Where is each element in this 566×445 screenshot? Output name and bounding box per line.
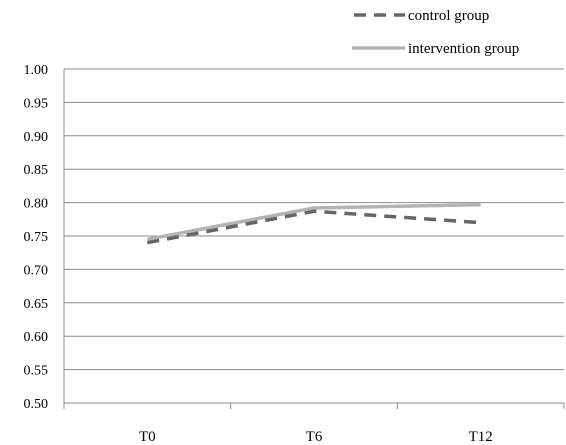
series-line-intervention [147,202,481,242]
legend-item-intervention: intervention group [352,41,519,57]
legend: control group intervention group [352,8,519,57]
series-lines [147,202,481,245]
y-tick-label: 0.70 [24,263,49,278]
legend-label-intervention: intervention group [408,41,519,57]
gridlines [64,68,564,404]
x-axis-tick-labels: T0 T6 T12 [139,429,493,445]
x-tick-label: T12 [469,429,493,445]
legend-label-control: control group [408,8,489,24]
y-tick-label: 0.55 [24,364,49,379]
legend-item-control: control group [354,8,489,24]
x-axis [63,69,565,409]
y-tick-label: 0.85 [24,163,49,178]
y-axis-tick-labels: 0.50 0.55 0.60 0.65 0.70 0.75 0.80 0.85 0.90 0.95… [24,63,49,412]
x-tick-label: T0 [139,429,156,445]
y-tick-label: 1.00 [24,63,49,78]
y-tick-label: 0.65 [24,297,49,312]
y-tick-label: 0.75 [24,230,49,245]
y-tick-label: 0.80 [24,197,49,212]
series-line-control [147,209,481,245]
y-tick-label: 0.90 [24,130,49,145]
y-tick-label: 0.60 [24,330,49,345]
y-tick-label: 0.50 [24,397,49,412]
x-tick-label: T6 [306,429,323,445]
y-tick-label: 0.95 [24,96,49,111]
